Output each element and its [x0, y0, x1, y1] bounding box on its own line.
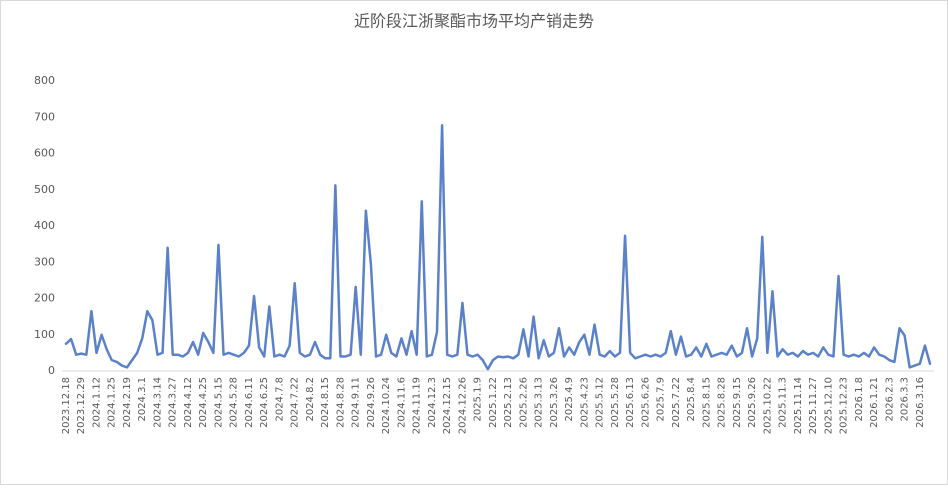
x-tick-label: 2025.2.13 — [503, 377, 514, 428]
x-tick-label: 2024.9.11 — [351, 377, 362, 428]
x-tick-label: 2024.11.19 — [412, 377, 423, 434]
x-tick-label: 2025.3.13 — [534, 377, 545, 428]
y-tick-label: 400 — [34, 219, 55, 232]
x-tick-label: 2024.2.19 — [122, 377, 133, 428]
x-tick-label: 2024.6.11 — [244, 377, 255, 428]
y-tick-label: 300 — [34, 255, 55, 268]
x-tick-label: 2025.12.23 — [839, 377, 850, 434]
x-tick-label: 2024.3.1 — [137, 377, 148, 422]
x-tick-label: 2025.4.23 — [579, 377, 590, 428]
x-tick-label: 2024.8.2 — [305, 377, 316, 422]
x-tick-label: 2024.6.25 — [259, 377, 270, 428]
x-tick-label: 2026.3.16 — [915, 377, 926, 428]
x-tick-label: 2025.1.22 — [488, 377, 499, 428]
x-tick-label: 2025.6.13 — [625, 377, 636, 428]
x-tick-label: 2025.8.4 — [686, 377, 697, 422]
x-tick-label: 2024.9.26 — [366, 377, 377, 428]
chart-title: 近阶段江浙聚酯市场平均产销走势 — [354, 12, 594, 31]
x-tick-label: 2024.12.3 — [427, 377, 438, 428]
x-tick-label: 2026.2.3 — [884, 377, 895, 422]
x-tick-label: 2026.1.21 — [869, 377, 880, 428]
x-tick-label: 2025.8.15 — [701, 377, 712, 428]
x-tick-label: 2024.5.28 — [229, 377, 240, 428]
x-tick-label: 2024.3.14 — [152, 377, 163, 428]
y-tick-label: 800 — [34, 74, 55, 87]
x-tick-label: 2025.4.9 — [564, 377, 575, 422]
x-tick-label: 2025.3.26 — [549, 377, 560, 428]
x-tick-label: 2024.7.22 — [290, 377, 301, 428]
x-tick-label: 2024.11.6 — [396, 377, 407, 428]
x-tick-label: 2024.8.28 — [335, 377, 346, 428]
x-tick-label: 2025.9.15 — [732, 377, 743, 428]
x-tick-label: 2025.2.26 — [518, 377, 529, 428]
x-tick-label: 2025.7.9 — [656, 377, 667, 422]
y-tick-label: 100 — [34, 328, 55, 341]
x-tick-label: 2025.10.22 — [762, 377, 773, 434]
x-tick-label: 2025.7.22 — [671, 377, 682, 428]
x-tick-label: 2025.11.27 — [808, 377, 819, 434]
x-tick-label: 2024.3.27 — [168, 377, 179, 428]
x-tick-label: 2025.5.12 — [595, 377, 606, 428]
y-tick-label: 200 — [34, 292, 55, 305]
x-tick-label: 2024.4.12 — [183, 377, 194, 428]
x-tick-label: 2026.1.8 — [854, 377, 865, 422]
x-tick-label: 2024.7.8 — [274, 377, 285, 422]
x-tick-label: 2025.6.26 — [640, 377, 651, 428]
x-tick-label: 2025.5.28 — [610, 377, 621, 428]
y-tick-label: 0 — [48, 364, 55, 377]
x-tick-label: 2025.8.28 — [717, 377, 728, 428]
x-tick-label: 2024.4.25 — [198, 377, 209, 428]
y-tick-label: 600 — [34, 147, 55, 160]
x-tick-label: 2025.1.9 — [473, 377, 484, 422]
x-tick-label: 2025.11.3 — [778, 377, 789, 428]
y-tick-label: 700 — [34, 110, 55, 123]
x-tick-label: 2026.3.3 — [900, 377, 911, 422]
x-tick-label: 2024.12.15 — [442, 377, 453, 434]
x-tick-label: 2024.1.25 — [107, 377, 118, 428]
y-tick-label: 500 — [34, 183, 55, 196]
x-tick-label: 2024.8.15 — [320, 377, 331, 428]
x-tick-label: 2023.12.29 — [76, 377, 87, 434]
x-tick-label: 2025.12.10 — [823, 377, 834, 434]
x-tick-label: 2023.12.18 — [61, 377, 72, 434]
x-tick-label: 2024.5.15 — [213, 377, 224, 428]
x-tick-label: 2025.11.14 — [793, 377, 804, 434]
x-tick-label: 2024.10.24 — [381, 377, 392, 434]
line-series — [64, 123, 932, 371]
x-tick-label: 2024.1.12 — [91, 377, 102, 428]
x-tick-label: 2025.9.26 — [747, 377, 758, 428]
x-tick-label: 2024.12.26 — [457, 377, 468, 434]
